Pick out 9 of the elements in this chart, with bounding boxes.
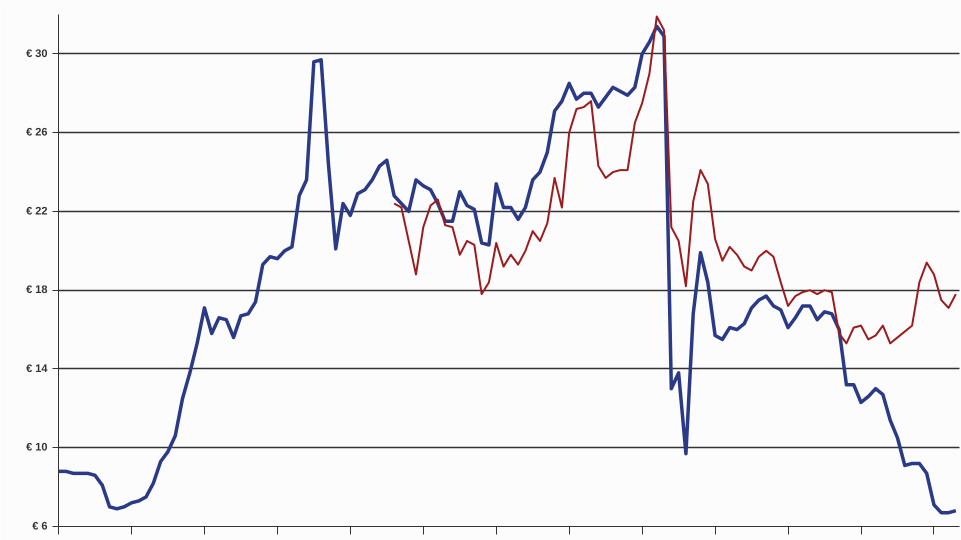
y-tick-label: € 6 [32, 520, 48, 532]
y-tick-label: € 14 [26, 362, 48, 375]
y-tick-label: € 22 [26, 205, 48, 218]
y-tick-label: € 30 [26, 48, 48, 60]
line-series [58, 24, 958, 514]
y-tick-label: € 26 [26, 126, 48, 139]
y-tick-label: € 10 [26, 442, 48, 454]
y-tick-label: € 18 [26, 284, 48, 296]
line-series [393, 15, 957, 344]
